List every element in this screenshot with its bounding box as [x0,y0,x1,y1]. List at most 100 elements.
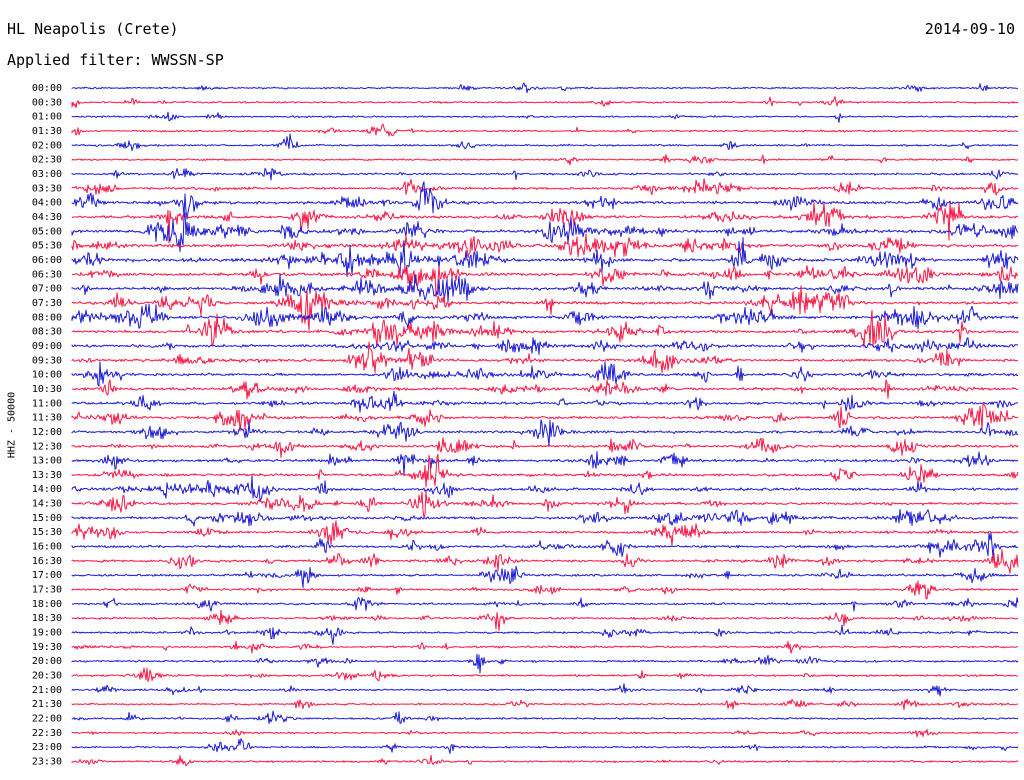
row-label-1930: 19:30 [32,642,62,653]
row-label-1500: 15:00 [32,513,62,524]
trace-row-0930 [71,341,1019,374]
row-label-1130: 11:30 [32,413,62,424]
row-label-0900: 09:00 [32,341,62,352]
trace-row-1930 [71,641,1018,654]
row-label-0000: 00:00 [32,83,62,94]
station-title: HL Neapolis (Crete) [7,20,179,38]
row-label-1030: 10:30 [32,384,62,395]
row-label-0500: 05:00 [32,226,62,237]
trace-row-2200 [71,710,1019,724]
row-label-0400: 04:00 [32,198,62,209]
row-label-2030: 20:30 [32,671,62,682]
trace-row-2230 [71,729,1019,738]
row-label-2300: 23:00 [32,742,62,753]
row-labels: 00:00 00:30 01:00 01:30 02:00 02:30 03:00 03:30… [32,83,62,768]
trace-row-2130 [71,698,1019,711]
date-label: 2014-09-10 [924,20,1015,38]
row-label-0830: 08:30 [32,327,62,338]
row-label-0800: 08:00 [32,312,62,323]
trace-row-0700 [71,273,1019,303]
row-label-1430: 14:30 [32,499,62,510]
row-label-2100: 21:00 [32,685,62,696]
trace-row-1030 [71,379,1019,400]
trace-row-1430 [71,491,1019,519]
trace-row-0430 [71,201,1019,244]
trace-row-1130 [71,402,1019,432]
row-label-0630: 06:30 [32,269,62,280]
trace-row-0630 [71,265,1019,298]
trace-row-1500 [71,508,1019,527]
trace-row-0500 [71,212,1019,253]
row-label-0700: 07:00 [32,284,62,295]
row-label-1230: 12:30 [32,441,62,452]
trace-row-0600 [71,237,1019,277]
row-label-1730: 17:30 [32,585,62,596]
row-label-1900: 19:00 [32,628,62,639]
trace-row-0200 [71,133,1019,152]
row-label-1800: 18:00 [32,599,62,610]
row-label-1630: 16:30 [32,556,62,567]
row-label-1530: 15:30 [32,527,62,538]
row-label-2330: 23:30 [32,757,62,768]
trace-row-0530 [71,233,1019,258]
trace-row-2300 [71,738,1019,754]
trace-row-1330 [71,453,1019,488]
row-label-2230: 22:30 [32,728,62,739]
row-label-1700: 17:00 [32,570,62,581]
trace-row-1830 [71,609,1019,631]
trace-row-1000 [71,361,1019,387]
trace-row-1200 [71,419,1019,447]
trace-row-2000 [71,653,1019,674]
row-label-0230: 02:30 [32,155,62,166]
trace-row-1900 [71,624,1019,645]
row-label-0330: 03:30 [32,183,62,194]
trace-row-0730 [71,285,1019,331]
trace-row-0300 [71,167,1019,181]
row-label-1200: 12:00 [32,427,62,438]
trace-row-1730 [71,580,1019,600]
row-label-1830: 18:30 [32,613,62,624]
trace-row-1230 [71,437,1019,458]
trace-row-1700 [71,565,1019,589]
trace-row-1600 [71,532,1019,559]
trace-row-0030 [71,96,1019,109]
row-label-0200: 02:00 [32,140,62,151]
row-label-0430: 04:30 [32,212,62,223]
trace-row-1400 [71,475,1019,501]
filter-label: Applied filter: WWSSN-SP [7,51,224,69]
row-label-0530: 05:30 [32,241,62,252]
trace-row-2330 [71,754,1019,767]
row-label-0930: 09:30 [32,355,62,366]
trace-row-0830 [71,309,1019,348]
row-label-0030: 00:30 [32,97,62,108]
trace-row-0330 [71,178,1019,196]
row-label-1400: 14:00 [32,484,62,495]
trace-row-0130 [71,123,1019,137]
trace-row-2030 [71,667,1019,683]
trace-row-0100 [71,111,1019,123]
row-label-0730: 07:30 [32,298,62,309]
trace-row-1100 [71,390,1019,413]
row-label-1600: 16:00 [32,542,62,553]
trace-row-1800 [71,597,1019,612]
row-label-1000: 10:00 [32,370,62,381]
trace-row-1630 [71,549,1019,574]
row-label-2130: 21:30 [32,699,62,710]
row-label-0600: 06:00 [32,255,62,266]
trace-row-0800 [71,303,1019,330]
trace-row-0400 [71,181,1019,220]
traces [71,82,1019,767]
row-label-1300: 13:00 [32,456,62,467]
row-label-2200: 22:00 [32,714,62,725]
row-label-0130: 01:30 [32,126,62,137]
row-label-1100: 11:00 [32,398,62,409]
row-label-1330: 13:30 [32,470,62,481]
trace-row-1300 [71,451,1019,476]
trace-row-1530 [71,520,1019,547]
row-label-2000: 20:00 [32,656,62,667]
row-label-0300: 03:00 [32,169,62,180]
trace-row-0230 [71,154,1019,166]
trace-row-0000 [71,82,1018,94]
trace-row-0900 [71,337,1019,355]
